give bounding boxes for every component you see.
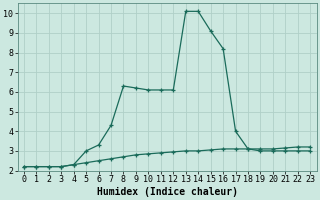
X-axis label: Humidex (Indice chaleur): Humidex (Indice chaleur) (97, 186, 237, 197)
